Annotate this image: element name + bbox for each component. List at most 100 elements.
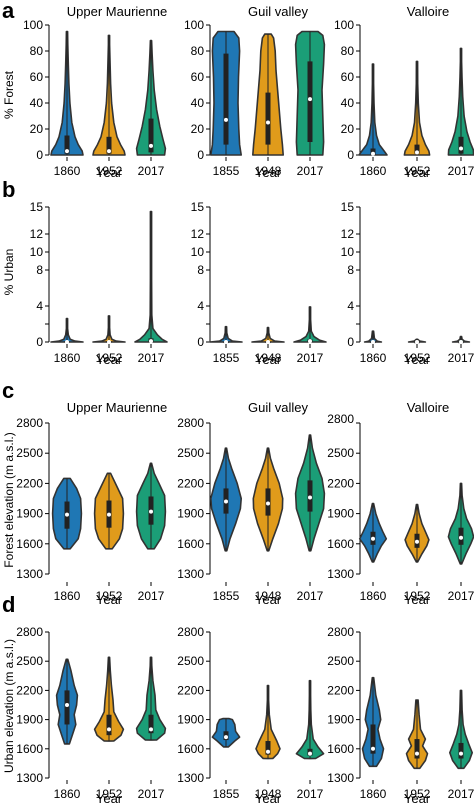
y-tick-label: 0 [36, 335, 43, 349]
x-tick-label: 1860 [54, 589, 81, 603]
y-tick-label: 2800 [16, 625, 43, 639]
y-tick-label: 8 [36, 263, 43, 277]
violin-1952 [404, 503, 430, 563]
violin-median-point [308, 495, 312, 500]
x-tick-label: 1952 [404, 787, 431, 801]
violin-2017 [447, 47, 474, 156]
y-tick-label: 2200 [327, 683, 354, 697]
y-tick-label: 12 [30, 227, 44, 241]
y-tick-label: 0 [197, 335, 204, 349]
x-tick-label: 1952 [404, 164, 431, 178]
y-tick-label: 1600 [177, 537, 204, 551]
x-tick-label: 1860 [54, 164, 81, 178]
violin-median-point [459, 340, 463, 344]
violin-median-point [308, 339, 312, 344]
violin-1948 [252, 447, 284, 552]
violin-median-point [107, 512, 111, 517]
violin-2017 [294, 434, 326, 552]
y-tick-label: 20 [341, 122, 355, 136]
violin-median-point [415, 150, 419, 155]
x-tick-label: 1855 [213, 787, 240, 801]
violin-1952 [93, 472, 125, 550]
x-tick-label: 2017 [448, 787, 474, 801]
violin-box [148, 118, 154, 153]
violin-box [106, 714, 112, 736]
y-tick-label: 60 [191, 70, 205, 84]
y-tick-label: 1600 [327, 742, 354, 756]
y-tick-label: 2200 [177, 476, 204, 490]
violin-median-point [459, 146, 463, 151]
y-axis-label: % Urban [2, 249, 16, 296]
violin-1952 [403, 60, 431, 156]
y-tick-label: 100 [23, 18, 43, 32]
y-tick-label: 1300 [327, 771, 354, 785]
x-tick-label: 2017 [138, 351, 165, 365]
x-tick-label: 1952 [96, 351, 123, 365]
y-tick-label: 10 [191, 245, 205, 259]
y-tick-label: 8 [197, 263, 204, 277]
violin-median-point [107, 340, 111, 344]
violin-1952 [92, 34, 126, 156]
x-tick-label: 1948 [255, 164, 282, 178]
chart-title: Upper Maurienne [67, 4, 167, 19]
y-tick-label: 2500 [16, 654, 43, 668]
panel-c-chart-3: Valloire 1300 1600 1900 2200 2500 2800 1860 1952… [327, 400, 474, 607]
x-axis-label: Year [96, 352, 123, 367]
violin-box [414, 739, 420, 759]
violin-median-point [149, 509, 153, 514]
x-tick-label: 1948 [255, 351, 282, 365]
violin-median-point [459, 751, 463, 756]
violin-median-point [371, 151, 375, 156]
panel-letter-c: c [2, 378, 14, 403]
violin-median-point [65, 703, 69, 707]
violin-1948 [255, 684, 281, 760]
x-tick-label: 1860 [54, 351, 81, 365]
violin-2017 [135, 462, 167, 550]
x-tick-label: 1952 [96, 589, 123, 603]
violin-box [64, 690, 70, 725]
y-tick-label: 12 [191, 227, 205, 241]
y-tick-label: 1300 [177, 771, 204, 785]
violin-1860 [363, 330, 383, 344]
y-tick-label: 1600 [177, 742, 204, 756]
x-tick-label: 1952 [96, 787, 123, 801]
x-tick-label: 1860 [360, 787, 387, 801]
x-tick-label: 1855 [213, 164, 240, 178]
violin-2017 [451, 335, 471, 344]
violin-box [148, 714, 154, 734]
violin-1855 [209, 325, 243, 344]
y-tick-label: 80 [191, 44, 205, 58]
violin-median-point [224, 499, 228, 504]
violin-median-point [149, 339, 153, 344]
violin-1952 [407, 338, 427, 344]
y-tick-label: 0 [347, 335, 354, 349]
x-axis-label: Year [96, 791, 123, 806]
chart-title: Upper Maurienne [67, 400, 167, 415]
violin-2017 [135, 656, 167, 741]
y-tick-label: 2500 [327, 654, 354, 668]
x-tick-label: 2017 [297, 787, 324, 801]
violin-box [458, 742, 464, 759]
x-axis-label: Year [255, 352, 282, 367]
y-tick-label: 1300 [16, 567, 43, 581]
y-tick-label: 2800 [177, 416, 204, 430]
violin-1860 [358, 63, 388, 156]
y-tick-label: 0 [347, 148, 354, 162]
violin-median-point [308, 97, 312, 102]
y-tick-label: 2200 [177, 683, 204, 697]
panel-a-chart-1: Upper Maurienne 0 20 40 60 80 100 % Forest 1860 1… [2, 4, 167, 180]
y-tick-label: 2500 [177, 654, 204, 668]
panel-d-chart-2: 1300 1600 1900 2200 2500 2800 1855 1948 2017 Year [177, 625, 325, 806]
violin-median-point [224, 340, 228, 344]
y-tick-label: 10 [341, 245, 355, 259]
violin-median-point [224, 735, 228, 740]
y-axis-label: Forest elevation (m a.s.l.) [2, 432, 16, 567]
panel-c-chart-1: Upper Maurienne 1300 1600 1900 2200 2500 2800F… [2, 400, 167, 607]
y-tick-label: 1600 [327, 537, 354, 551]
violin-1948 [252, 33, 284, 156]
violin-median-point [65, 340, 69, 344]
y-tick-label: 0 [197, 148, 204, 162]
y-tick-label: 1900 [327, 713, 354, 727]
